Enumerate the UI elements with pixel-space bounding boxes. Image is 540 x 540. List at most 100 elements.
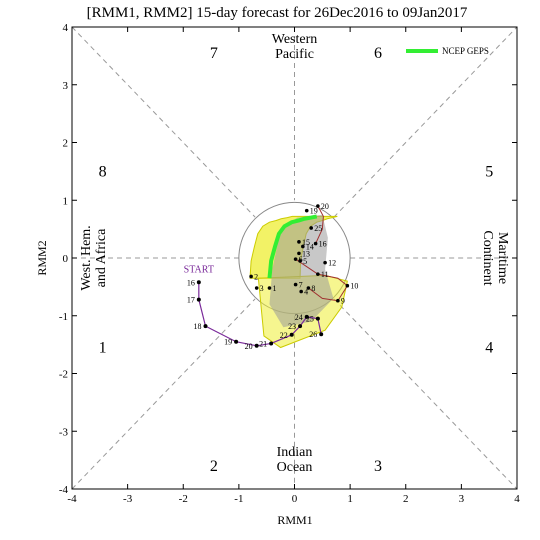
observed-day-label: 24 (295, 313, 303, 322)
diagonal-line (71, 298, 256, 490)
x-tick-label: 2 (403, 493, 409, 505)
phase-number: 4 (485, 340, 493, 357)
x-tick-label: 3 (459, 493, 465, 505)
chart-title: [RMM1, RMM2] 15-day forecast for 26Dec20… (87, 5, 468, 21)
observed-day-label: 18 (194, 322, 202, 331)
start-label: START (184, 264, 214, 275)
forecast-point (297, 251, 301, 256)
observed-day-label: 17 (187, 296, 195, 305)
y-tick-label: -1 (59, 311, 68, 323)
region-labels: Western Pacific Indian Ocean West. Hem.and A… (79, 32, 510, 475)
forecast-day-label: 7 (299, 281, 303, 290)
observed-point (196, 297, 201, 302)
x-tick-label: -2 (179, 493, 188, 505)
forecast-point (323, 260, 327, 265)
forecast-point (313, 241, 318, 246)
x-tick-label: 0 (292, 493, 298, 505)
forecast-day-label: 14 (306, 242, 314, 251)
observed-point (254, 343, 259, 348)
x-tick-label: -3 (123, 493, 133, 505)
forecast-point (301, 244, 305, 249)
x-tick-label: -4 (67, 493, 77, 505)
forecast-day-label: 3 (260, 284, 264, 293)
forecast-day-label: 19 (310, 207, 318, 216)
region-label-line: Maritime (495, 232, 510, 284)
y-tick-label: 4 (63, 22, 69, 34)
region-label: MaritimeContinent (480, 230, 510, 285)
forecast-point (298, 259, 302, 263)
forecast-point (267, 286, 272, 290)
forecast-day-label: 9 (341, 297, 345, 306)
diagonal-line (71, 26, 256, 218)
legend: NCEP GEPS (406, 46, 489, 56)
phase-number: 3 (374, 458, 382, 475)
phase-number: 2 (210, 458, 218, 475)
forecast-day-label: 20 (321, 202, 329, 211)
forecast-point (293, 282, 298, 287)
observed-day-label: 16 (187, 278, 195, 287)
forecast-day-label: 11 (321, 270, 329, 279)
observed-day-label: 20 (245, 342, 253, 351)
forecast-day-label: 10 (350, 282, 358, 291)
y-tick-label: 2 (63, 138, 69, 150)
y-tick-label: 3 (63, 80, 69, 92)
forecast-day-label: 12 (328, 259, 336, 268)
forecast-point (306, 286, 311, 290)
region-label-line: Continent (480, 230, 495, 285)
observed-day-label: 19 (224, 338, 232, 347)
observed-point (269, 341, 274, 346)
forecast-day-label: 5 (303, 257, 307, 266)
region-label-line: and Africa (94, 228, 109, 287)
forecast-point (293, 257, 298, 261)
x-axis-label: RMM1 (277, 513, 312, 527)
y-tick-label: -4 (59, 484, 69, 496)
forecast-point (316, 272, 320, 276)
observed-day-label: 25 (306, 315, 314, 324)
forecast-day-label: 16 (319, 240, 327, 249)
region-label: West. Hem.and Africa (79, 225, 109, 290)
observed-day-label: 21 (259, 339, 267, 348)
forecast-point (316, 204, 320, 208)
forecast-point (309, 226, 313, 230)
forecast-member-line (315, 205, 324, 244)
diagonal-line (333, 26, 518, 218)
observed-point (234, 339, 239, 344)
observed-point (196, 280, 201, 285)
forecast-point (249, 274, 253, 279)
forecast-day-label: 15 (302, 238, 310, 247)
forecast-day-label: 6 (299, 255, 303, 264)
forecast-day-label: 25 (314, 224, 322, 233)
region-label-line: Western (272, 32, 318, 47)
observed-point (319, 332, 324, 337)
region-label-line: West. Hem. (79, 225, 94, 290)
y-axis-label: RMM2 (35, 240, 49, 275)
forecast-point (345, 283, 350, 288)
region-label-line: Ocean (277, 460, 313, 475)
phase-number: 6 (374, 45, 382, 62)
region-label-line: Pacific (275, 47, 314, 62)
ensemble-inner-spread (269, 214, 334, 328)
forecast-day-label: 2 (254, 272, 258, 281)
observed-day-label: 22 (280, 331, 288, 340)
forecast-point (336, 298, 340, 303)
forecast-point (254, 286, 259, 290)
diagonal-line (333, 298, 518, 490)
region-label: Indian Ocean (277, 445, 313, 475)
x-tick-label: 4 (514, 493, 520, 505)
phase-number: 8 (99, 163, 107, 180)
x-tick-label: 1 (347, 493, 353, 505)
observed-day-label: 23 (288, 322, 296, 331)
forecast-day-label: 4 (304, 287, 308, 296)
observed-point (304, 314, 309, 319)
forecast-point (304, 208, 309, 213)
legend-label: NCEP GEPS (442, 46, 489, 56)
region-label-line: Indian (277, 445, 313, 460)
y-tick-label: -2 (59, 369, 68, 381)
phase-number: 5 (485, 163, 493, 180)
observed-day-label: 26 (309, 330, 317, 339)
ensemble-mean-line (267, 214, 318, 279)
